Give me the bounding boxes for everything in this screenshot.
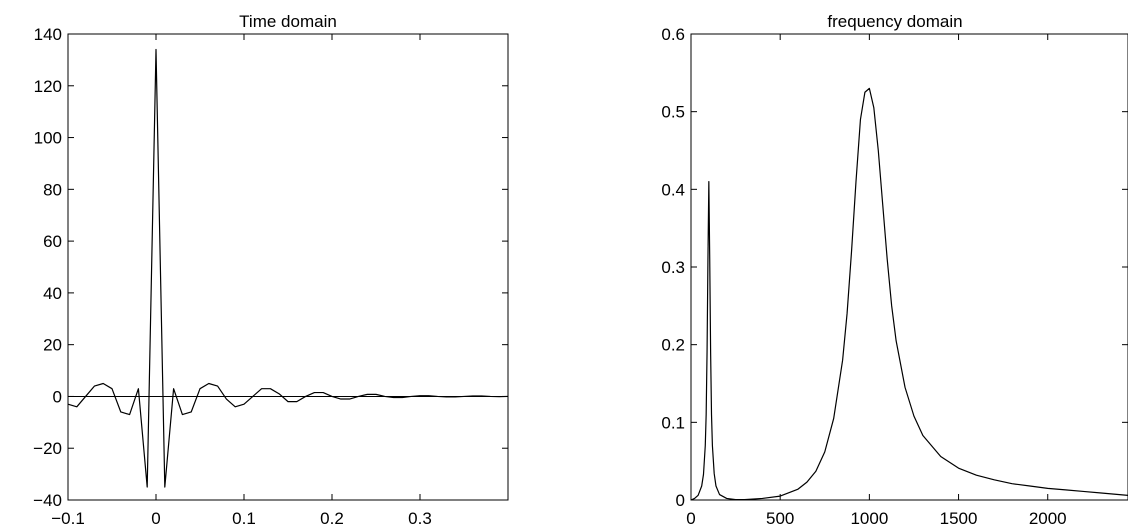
x-tick-label: 2000: [1029, 509, 1067, 528]
y-tick-label: 40: [43, 284, 62, 303]
y-tick-label: 0.5: [661, 103, 685, 122]
x-tick-label: 1500: [940, 509, 978, 528]
y-tick-label: 0.3: [661, 258, 685, 277]
y-tick-label: 0: [53, 387, 62, 406]
y-tick-label: 120: [34, 77, 62, 96]
y-tick-label: 100: [34, 129, 62, 148]
time-domain-title: Time domain: [239, 12, 337, 31]
frequency-domain-title: frequency domain: [827, 12, 962, 31]
y-tick-label: 20: [43, 336, 62, 355]
x-tick-label: 1000: [850, 509, 888, 528]
y-tick-label: 0.4: [661, 180, 685, 199]
y-tick-label: 60: [43, 232, 62, 251]
frequency-domain-axes-box: [690, 33, 1128, 501]
time-domain-plot: Time domain −0.1 0 0.1 0.2 0.3 −40 −20 0 20 40 60…: [33, 12, 509, 528]
frequency-domain-plot: frequency domain 0 500 1000 1500 2000 0 0.1 0.…: [661, 12, 1128, 528]
y-tick-label: 140: [34, 25, 62, 44]
x-tick-label: 0.1: [232, 509, 256, 528]
y-tick-label: −20: [33, 439, 62, 458]
x-tick-label: 0: [151, 509, 160, 528]
frequency-domain-series-line: [690, 87, 1128, 501]
x-tick-label: 0: [686, 509, 695, 528]
x-tick-label: 500: [766, 509, 794, 528]
y-tick-label: 80: [43, 180, 62, 199]
x-tick-label: 0.2: [320, 509, 344, 528]
y-tick-label: 0.2: [661, 336, 685, 355]
y-tick-label: 0: [676, 491, 685, 510]
x-tick-label: −0.1: [51, 509, 85, 528]
time-domain-series-line: [67, 48, 509, 488]
y-tick-label: 0.6: [661, 25, 685, 44]
y-tick-label: −40: [33, 491, 62, 510]
x-tick-label: 0.3: [408, 509, 432, 528]
y-tick-label: 0.1: [661, 413, 685, 432]
time-domain-axes-box: [67, 33, 509, 501]
